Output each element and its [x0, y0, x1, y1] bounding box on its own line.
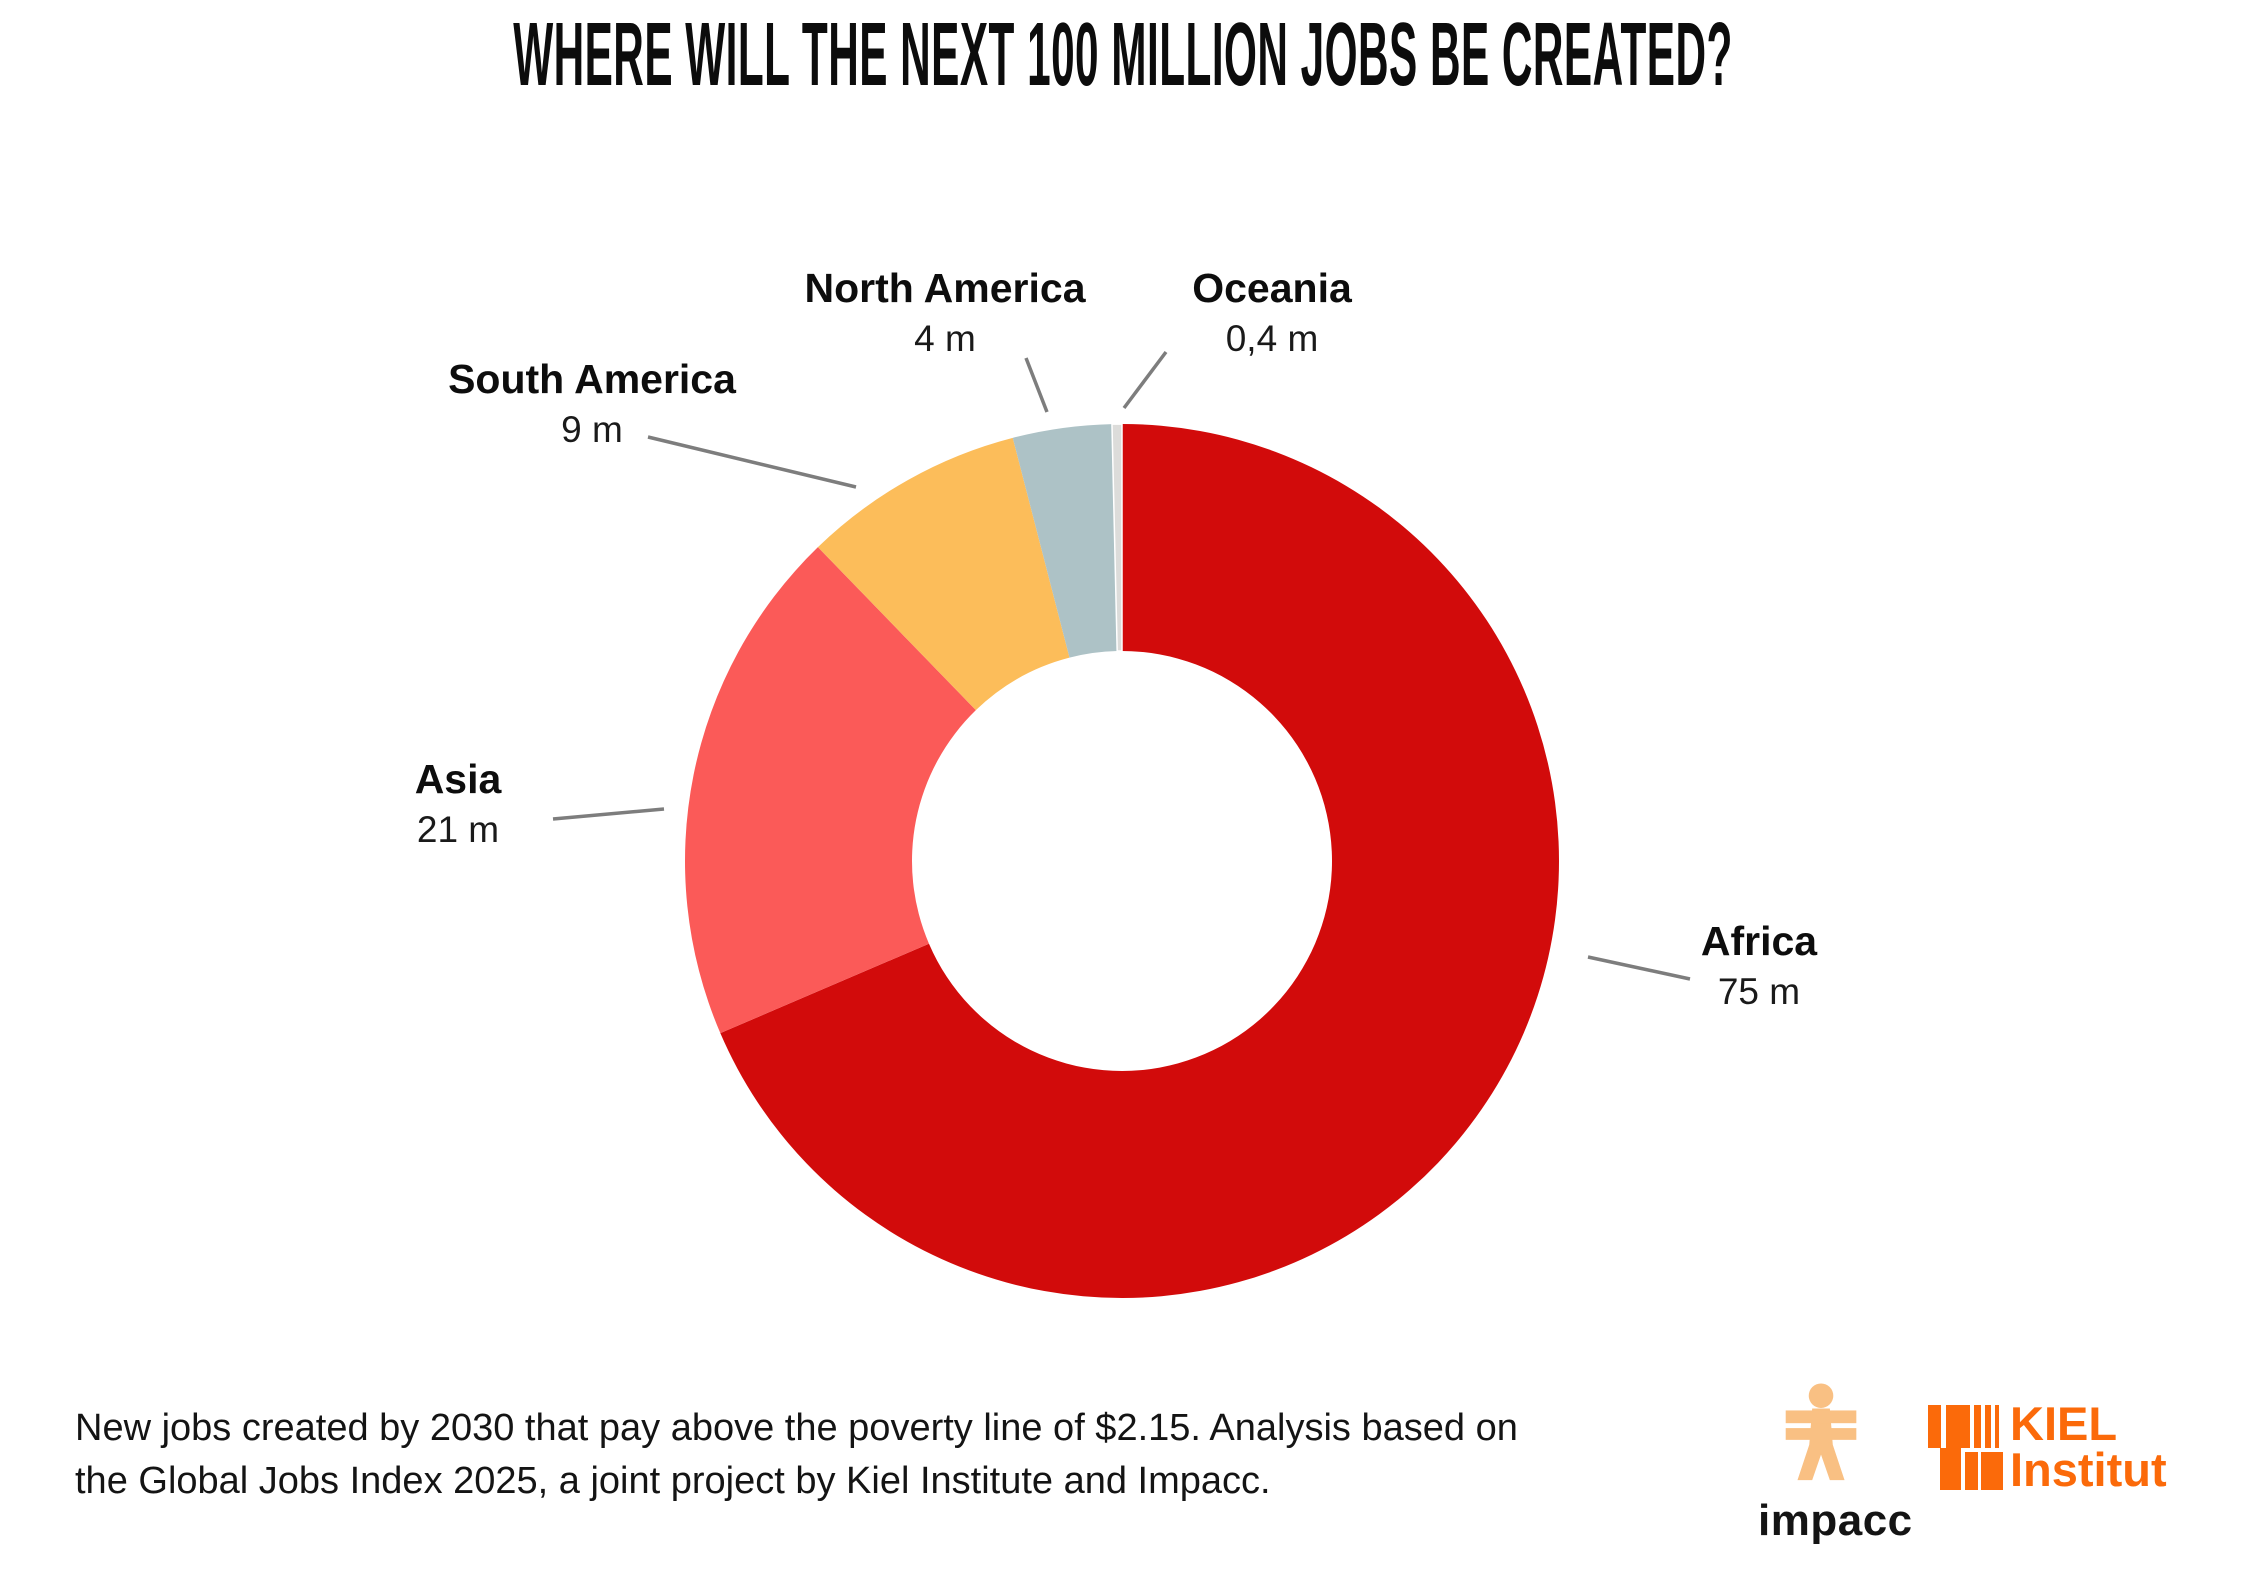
segment-label-oceania: Oceania 0,4 m [1192, 265, 1352, 360]
segment-label-north-america: North America 4 m [805, 265, 1086, 360]
footer-note-line2: the Global Jobs Index 2025, a joint proj… [75, 1460, 1271, 1502]
kiel-wordmark-line2: Institut [2010, 1443, 2167, 1496]
page-title: WHERE WILL THE NEXT 100 MILLION JOBS BE … [512, 5, 1733, 105]
kiel-institut-logo: KIEL Institut [1923, 1397, 2167, 1496]
segment-name: Oceania [1192, 265, 1352, 311]
donut-segment-africa[interactable] [720, 424, 1559, 1298]
segment-value: 75 m [1717, 971, 1801, 1012]
impacc-figure-icon [1785, 1383, 1857, 1481]
leader-line-asia [552, 807, 665, 821]
footer-note-line1: New jobs created by 2030 that pay above … [75, 1407, 1518, 1449]
segment-label-asia: Asia 21 m [415, 756, 502, 851]
leader-lines [552, 350, 1691, 981]
segment-value: 0,4 m [1225, 318, 1319, 359]
impacc-logo: impacc [1758, 1382, 1913, 1546]
donut-segment-north-america[interactable] [1012, 424, 1118, 658]
leader-line-oceania [1122, 350, 1168, 410]
leader-line-north-america [1024, 357, 1049, 413]
segment-name: Africa [1700, 918, 1818, 964]
segment-value: 9 m [561, 409, 623, 450]
segment-name: Asia [414, 756, 502, 802]
segment-name: South America [448, 356, 736, 402]
donut-segment-asia[interactable] [684, 547, 976, 1034]
leader-line-africa [1587, 955, 1691, 981]
segment-name: North America [804, 265, 1086, 311]
segment-value: 21 m [416, 809, 500, 850]
segment-value: 4 m [914, 318, 976, 359]
kiel-wordmark: KIEL Institut [2010, 1397, 2167, 1496]
segment-label-south-america: South America 9 m [448, 356, 736, 451]
donut-segment-oceania[interactable] [1111, 423, 1123, 652]
donut-segments [684, 423, 1559, 1298]
impacc-wordmark: impacc [1758, 1496, 1913, 1545]
donut-segment-south-america[interactable] [817, 437, 1070, 711]
kiel-wordmark-line1: KIEL [2010, 1397, 2118, 1450]
footer-note: New jobs created by 2030 that pay above … [75, 1402, 1675, 1508]
kiel-bars-icon [1928, 1405, 2003, 1490]
segment-label-africa: Africa 75 m [1701, 918, 1817, 1013]
leader-line-south-america [647, 435, 857, 489]
